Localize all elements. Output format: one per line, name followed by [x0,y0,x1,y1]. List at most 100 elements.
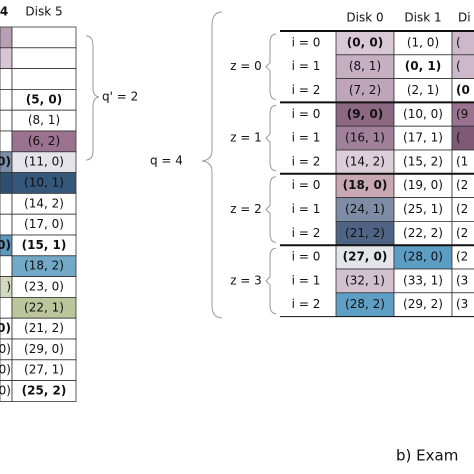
cell-text: (6, 2) [28,134,60,148]
header: Di [458,11,471,25]
cell-text: (15, 1) [22,238,67,252]
row-label: i = 2 [292,226,321,240]
cell-text: (27, 1) [24,363,64,377]
cell [0,109,13,132]
cell-text: (17, 1) [403,131,443,145]
cell-text: (15, 2) [403,154,443,168]
cell [0,255,13,278]
cell-text: (22, 1) [24,300,64,314]
cell-text: (32, 1) [345,273,385,287]
cell-text: (14, 2) [345,154,385,168]
cell-text: (10, 1) [24,176,64,190]
group-label: z = 1 [230,131,262,145]
cell-text: ( [456,59,461,73]
cell [11,26,77,49]
row-label: i = 1 [292,131,321,145]
brace [265,176,277,243]
cell-text: (7, 2) [349,83,381,97]
cell-text: (0, 0) [347,35,383,49]
cell-text: (1 [456,154,468,168]
cell-text: (19, 0) [403,178,443,192]
cell-text: (2 [456,226,468,240]
cell-text: ( [456,131,461,145]
cell-text: (5, 0) [26,92,62,106]
cell-text: (1, 0) [407,35,439,49]
brace [201,11,223,319]
cell-text: (3 [456,297,468,311]
cell-text: (9, 0) [347,107,383,121]
group-label: z = 0 [230,59,262,73]
cell-text: (23, 0) [24,280,64,294]
cell-text: ( [456,35,461,49]
cell-text: 0) [0,155,11,169]
cell-text: 0) [0,342,11,356]
caption: b) Exam [396,447,458,465]
row-label: i = 0 [292,178,321,192]
cell [0,68,13,90]
row-label: i = 0 [292,35,321,49]
cell [0,26,13,49]
cell-text: (11, 0) [24,155,64,169]
row-label: i = 1 [292,273,321,287]
cell [11,68,77,90]
cell-text: (17, 0) [24,217,64,231]
cell-text: (8, 1) [28,113,60,127]
cell [0,47,13,69]
brace-label: q = 4 [150,154,183,168]
header-cut: 4 [0,5,8,19]
row-label: i = 2 [292,154,321,168]
group-label: z = 2 [230,202,262,216]
brace-label: q' = 2 [102,90,138,104]
cell-text: (8, 1) [349,59,381,73]
row-label: i = 0 [292,107,321,121]
cell-text: 0) [0,321,11,335]
brace [265,247,277,315]
cell-text: (2, 1) [407,83,439,97]
cell-text: (21, 2) [24,321,64,335]
row-label: i = 2 [292,83,321,97]
cell [11,380,77,402]
cell-text: (14, 2) [24,196,64,210]
header: Disk 0 [346,11,383,25]
cell-text: (28, 2) [345,297,385,311]
cell [0,130,13,153]
cell-text: (3 [456,273,468,287]
cell [0,213,13,236]
cell-text: 0) [0,238,11,252]
cell-text: (22, 2) [403,226,443,240]
row-label: i = 0 [292,250,321,264]
header: Disk 1 [404,11,441,25]
cell-text: (33, 1) [403,273,443,287]
cell-text: (21, 2) [345,226,385,240]
cell-text: (25, 1) [403,202,443,216]
cell-text: (0 [456,83,470,97]
cell-text: (18, 0) [343,178,388,192]
group-label: z = 3 [230,273,262,287]
cell-text: (10, 0) [403,107,443,121]
cell-text: (28, 0) [403,250,443,264]
cell-text: ) [6,280,11,294]
cell-text: (27, 0) [343,250,388,264]
row-label: i = 2 [292,297,321,311]
cell-text: (25, 2) [22,384,67,398]
header: Disk 5 [25,5,62,19]
row-label: i = 1 [292,202,321,216]
cell-text: (29, 0) [24,342,64,356]
cell-text: 0) [0,384,11,398]
brace [265,104,277,172]
cell-text: (24, 1) [345,202,385,216]
cell-text: (0, 1) [405,59,441,73]
cell-text: (16, 1) [345,131,385,145]
cell-text: (2 [456,250,468,264]
cell-text: 0) [0,363,11,377]
cell [0,89,13,111]
cell [11,47,77,69]
cell-text: (2 [456,178,468,192]
row-label: i = 1 [292,59,321,73]
cell-text: (2 [456,202,468,216]
cell-text: (18, 2) [24,259,64,273]
cell [0,296,13,319]
cell [0,192,13,215]
brace [265,33,277,100]
